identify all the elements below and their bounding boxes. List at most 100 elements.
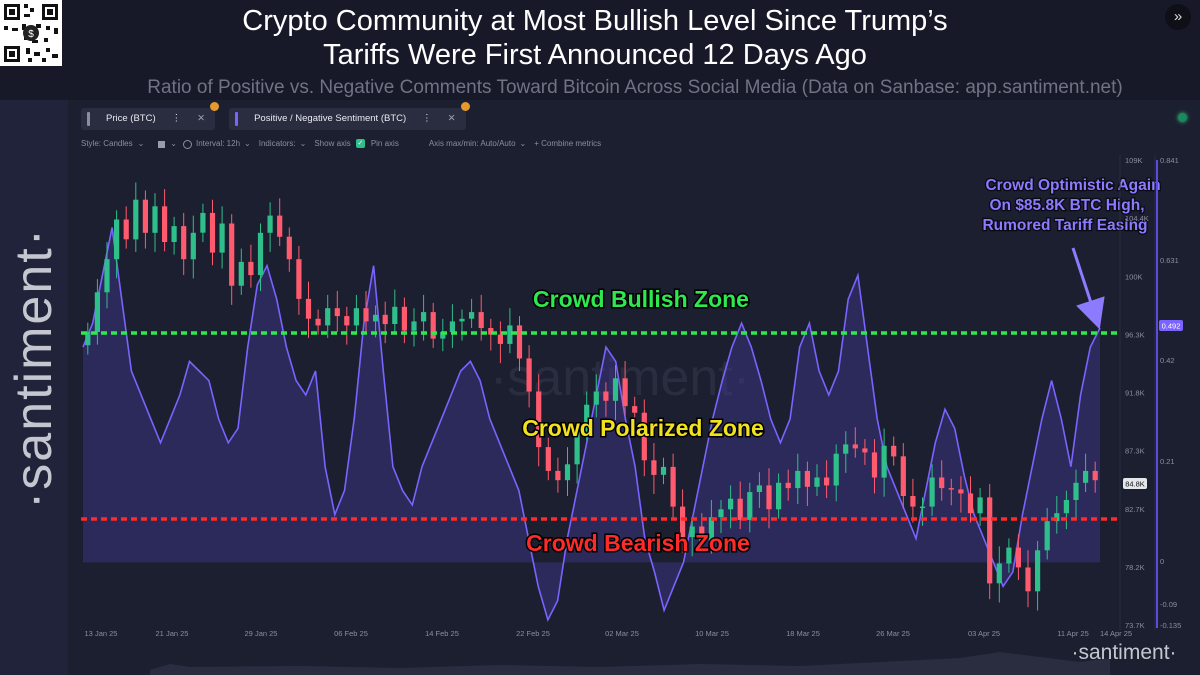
price-tick-label: 91.8K [1125,389,1145,398]
x-tick-label: 26 Mar 25 [876,629,910,638]
svg-text:$: $ [28,29,34,40]
candle [622,378,628,407]
price-tick-label: 87.3K [1125,447,1145,456]
x-tick-label: 22 Feb 25 [516,629,550,638]
show-axis-checkbox[interactable]: ✓ [355,139,365,148]
candle [737,498,743,520]
expand-icon[interactable]: » [1165,4,1191,30]
candle [699,526,705,542]
close-icon[interactable]: ✕ [197,113,206,124]
candle [430,312,436,339]
x-tick-label: 14 Feb 25 [425,629,459,638]
x-tick-label: 11 Apr 25 [1057,629,1089,638]
candle [632,406,638,413]
candle [85,332,91,346]
chevron-down-icon[interactable]: ⌄ [170,139,177,148]
sentiment-tick-label: 0.631 [1160,256,1179,265]
chart-title-line2: Tariffs Were First Announced 12 Days Ago [323,39,867,71]
candle [229,223,235,286]
chevron-down-icon[interactable]: ⌄ [244,139,251,148]
chevron-down-icon[interactable]: ⌄ [519,139,527,148]
tab-color-marker [235,112,239,126]
candle [881,445,887,478]
candle [1044,521,1050,551]
tab-price-btc[interactable]: Price (BTC) ⋮ ✕ [81,102,220,130]
sentiment-area [83,227,1100,620]
candle [680,506,686,537]
candle [804,470,810,487]
candle [728,498,734,510]
x-tick-label: 18 Mar 25 [786,629,820,638]
candle [776,482,782,510]
candle [296,259,302,299]
more-icon[interactable]: ⋮ [422,113,432,124]
price-tick-label: 82.7K [1125,505,1145,514]
close-icon[interactable]: ✕ [447,113,456,124]
candle [910,496,916,507]
annotation-line2: On $85.8K BTC High, [989,197,1144,214]
indicators-select[interactable]: Indicators: [258,139,296,148]
candle [114,219,120,260]
candle [334,308,340,317]
candle [162,206,168,242]
candle [593,391,599,405]
candle [948,488,954,490]
candle [852,444,858,449]
interval-select[interactable]: Interval: 12h [196,139,241,148]
candle [305,298,312,319]
candle [670,466,676,507]
candle [469,312,475,319]
x-tick-label: 14 Apr 25 [1100,629,1132,638]
x-tick-label: 13 Jan 25 [85,629,118,638]
combine-metrics-button[interactable]: + Combine metrics [534,139,602,148]
candle [104,259,110,293]
candle [459,318,465,322]
candle [564,464,571,481]
candle [871,452,878,478]
clock-icon [183,140,192,149]
candle [1035,550,1041,592]
chart-subtitle: Ratio of Positive vs. Negative Comments … [147,77,1123,98]
color-swatch[interactable] [158,141,166,148]
candle [382,314,388,325]
chevron-down-icon[interactable]: ⌄ [299,139,307,148]
candle [497,334,503,344]
candle [603,391,609,401]
candle [833,453,839,486]
candle [651,460,657,475]
candle [660,466,667,475]
chevron-down-icon[interactable]: ⌄ [137,139,145,148]
candle [1092,470,1098,481]
price-tick-label: 78.2K [1125,563,1145,572]
axis-minmax-select[interactable]: Axis max/min: Auto/Auto [428,139,516,148]
show-axis-label: Show axis [314,139,351,148]
candle [1063,500,1069,514]
candle [325,308,331,326]
chart-title: Crypto Community at Most Bullish Level S… [90,4,1100,72]
candle [123,219,129,240]
candle [785,482,791,489]
annotation-line1: Crowd Optimistic Again [985,177,1160,194]
candle [200,212,206,233]
candle [824,477,830,486]
candle [1015,547,1021,568]
candle [219,223,225,253]
candle [641,412,647,461]
sentiment-tick-label: 0.21 [1160,457,1175,466]
pin-axis-label[interactable]: Pin axis [370,139,399,148]
candle [152,206,158,233]
sentiment-series [82,227,1101,622]
more-icon[interactable]: ⋮ [171,113,182,124]
candle [795,470,801,489]
candle [526,358,532,392]
current-price-label: 84.8K [1125,480,1145,489]
candle [267,215,273,233]
tab-sentiment[interactable]: Positive / Negative Sentiment (BTC) ⋮ ✕ [229,102,470,130]
style-select[interactable]: Style: Candles [81,139,133,148]
candle [478,312,484,328]
candle [277,215,283,237]
candle [891,445,897,457]
candle [1006,547,1012,564]
candle [756,485,762,492]
price-series [85,182,1098,611]
